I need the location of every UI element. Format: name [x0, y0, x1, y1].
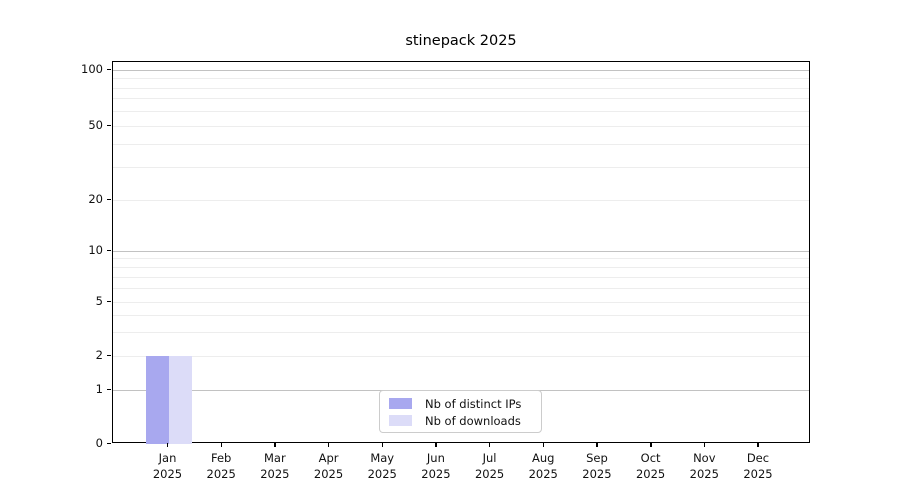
- gridline-minor-70: [113, 98, 809, 100]
- gridline-minor-80: [113, 87, 809, 89]
- legend-item-distinct-ips: Nb of distinct IPs: [389, 396, 532, 411]
- gridline-minor-6: [113, 288, 809, 290]
- x-tick-label-apr: Apr 2025: [297, 450, 361, 482]
- y-tick-2: [107, 354, 111, 356]
- y-tick-label-20: 20: [88, 192, 103, 206]
- x-tick-label-year: 2025: [367, 467, 397, 481]
- x-tick-jan: [167, 443, 169, 447]
- x-tick-label-year: 2025: [689, 467, 719, 481]
- x-tick-dec: [757, 443, 759, 447]
- x-tick-label-month: Apr: [318, 451, 339, 465]
- y-tick-100: [107, 68, 111, 70]
- gridline-minor-90: [113, 78, 809, 79]
- y-tick-5: [107, 300, 111, 302]
- x-tick-label-month: Jan: [158, 451, 177, 465]
- x-tick-label-month: Jun: [426, 451, 445, 465]
- x-tick-label-year: 2025: [528, 467, 558, 481]
- x-tick-label-month: Jul: [482, 451, 497, 465]
- gridline-major-100: [113, 69, 809, 71]
- x-tick-label-may: May 2025: [350, 450, 414, 482]
- gridline-major-10: [113, 250, 809, 252]
- x-tick-label-sep: Sep 2025: [565, 450, 629, 482]
- x-tick-oct: [650, 443, 652, 447]
- x-tick-label-year: 2025: [152, 467, 183, 481]
- x-tick-jul: [489, 443, 491, 447]
- y-tick-label-100: 100: [81, 62, 103, 76]
- x-tick-nov: [703, 443, 706, 447]
- gridline-minor-3: [113, 331, 809, 333]
- x-tick-may: [381, 443, 384, 447]
- legend-label-downloads: Nb of downloads: [425, 413, 521, 428]
- x-tick-label-year: 2025: [260, 467, 290, 481]
- gridline-minor-7: [113, 276, 809, 278]
- x-tick-label-month: Feb: [210, 451, 232, 465]
- legend: Nb of distinct IPs Nb of downloads: [379, 390, 542, 433]
- x-tick-label-mar: Mar 2025: [243, 450, 307, 482]
- x-tick-label-dec: Dec 2025: [726, 450, 790, 482]
- x-tick-label-nov: Nov 2025: [672, 450, 736, 482]
- gridline-minor-8: [113, 266, 809, 268]
- gridline-minor-60: [113, 110, 809, 112]
- x-tick-sep: [596, 443, 598, 447]
- y-tick-label-5: 5: [95, 294, 103, 308]
- x-tick-label-year: 2025: [421, 467, 451, 481]
- x-tick-label-month: Aug: [532, 451, 555, 465]
- x-tick-label-jun: Jun 2025: [404, 450, 468, 482]
- y-tick-10: [107, 249, 111, 251]
- y-tick-0: [107, 442, 111, 444]
- x-tick-label-month: Sep: [586, 451, 608, 465]
- x-tick-label-jul: Jul 2025: [458, 450, 522, 482]
- bar-nb-of-distinct-ips-jan: [145, 356, 169, 444]
- x-tick-label-year: 2025: [474, 467, 505, 481]
- x-tick-label-month: Mar: [264, 451, 286, 465]
- x-tick-label-year: 2025: [313, 467, 344, 481]
- y-tick-label-2: 2: [95, 348, 103, 362]
- x-tick-label-jan: Jan 2025: [136, 450, 200, 482]
- y-tick-1: [107, 388, 111, 390]
- x-tick-label-year: 2025: [206, 467, 236, 481]
- x-tick-feb: [220, 443, 223, 447]
- x-tick-mar: [274, 443, 276, 447]
- gridline-minor-5: [113, 301, 809, 303]
- x-tick-label-oct: Oct 2025: [619, 450, 683, 482]
- x-tick-label-month: Dec: [746, 451, 770, 465]
- gridline-minor-20: [113, 199, 809, 201]
- gridline-minor-40: [113, 143, 809, 145]
- x-tick-apr: [328, 443, 330, 447]
- y-tick-label-0: 0: [95, 436, 103, 450]
- y-tick-50: [107, 124, 111, 126]
- legend-swatch-distinct-ips: [389, 398, 412, 409]
- gridline-minor-30: [113, 166, 809, 168]
- x-tick-label-year: 2025: [743, 467, 773, 481]
- x-tick-label-feb: Feb 2025: [189, 450, 253, 482]
- x-tick-label-month: Nov: [693, 451, 716, 465]
- y-tick-label-50: 50: [88, 118, 103, 132]
- gridline-minor-2: [113, 355, 809, 357]
- legend-label-distinct-ips: Nb of distinct IPs: [425, 396, 522, 411]
- x-tick-label-aug: Aug 2025: [511, 450, 575, 482]
- chart-title: stinepack 2025: [405, 33, 517, 49]
- gridline-minor-4: [113, 314, 809, 316]
- plot-area: Nb of distinct IPs Nb of downloads: [112, 61, 810, 444]
- x-tick-label-year: 2025: [582, 467, 612, 481]
- x-tick-aug: [542, 443, 545, 447]
- gridline-minor-9: [113, 258, 809, 260]
- legend-swatch-downloads: [389, 415, 412, 426]
- gridline-minor-50: [113, 125, 809, 127]
- y-tick-label-10: 10: [88, 243, 103, 257]
- x-tick-jun: [435, 443, 437, 447]
- legend-item-downloads: Nb of downloads: [389, 413, 532, 428]
- bar-nb-of-downloads-jan: [168, 356, 192, 444]
- y-tick-label-1: 1: [95, 382, 103, 396]
- y-tick-20: [107, 198, 111, 200]
- x-tick-label-year: 2025: [635, 467, 666, 481]
- x-tick-label-month: May: [370, 451, 395, 465]
- x-tick-label-month: Oct: [640, 451, 661, 465]
